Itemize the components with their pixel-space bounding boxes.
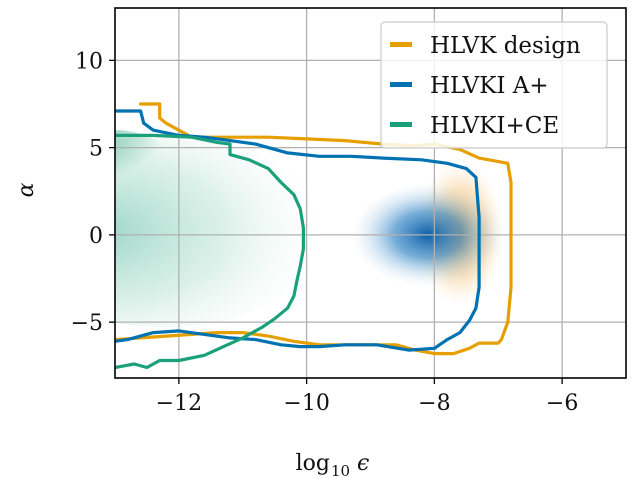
legend-item: HLVKI A+ [390, 73, 549, 99]
y-tick-label: −5 [71, 311, 103, 336]
contour-hlvki-a [115, 109, 481, 352]
x-axis-label-variable: ϵ [357, 451, 369, 476]
legend: HLVK design HLVKI A+ HLVKI+CE [380, 21, 608, 149]
legend-label-hlvki-ce: HLVKI+CE [430, 113, 559, 139]
legend-label-hlvk-design: HLVK design [430, 33, 581, 59]
y-tick-label: 0 [89, 224, 103, 249]
y-tick-label: 5 [89, 137, 103, 162]
x-tick-label: −6 [546, 391, 578, 416]
heatmap-blob-hlvki-ce-corner [115, 130, 167, 183]
legend-swatch-hlvki-ce [390, 122, 412, 127]
x-tick-label: −10 [283, 391, 329, 416]
legend-item: HLVK design [390, 33, 581, 59]
legend-label-hlvki-a-plus: HLVKI A+ [430, 73, 549, 99]
contour-hlvk-design [115, 102, 513, 356]
x-axis-label-main: log [296, 451, 330, 476]
legend-box [380, 21, 608, 149]
legend-swatch-hlvki-a-plus [390, 82, 412, 87]
x-tick-label: −8 [418, 391, 450, 416]
plot-area-frame [114, 7, 627, 379]
legend-swatch-hlvk-design [390, 42, 412, 47]
y-tick-label: 10 [75, 49, 103, 74]
svg-text:10: 10 [331, 462, 350, 478]
contour-layer [115, 102, 513, 370]
x-axis-label-subscript: 10 [331, 462, 350, 478]
contour-hlvki-ce [115, 133, 305, 370]
x-tick-label: −12 [156, 391, 202, 416]
svg-text:log: log [296, 451, 330, 476]
y-axis-label: α [14, 182, 39, 197]
legend-item: HLVKI+CE [390, 113, 559, 139]
heatmap-blob-hlvki-ce [115, 135, 326, 328]
axis-ticks: −12 −10 −8 −6 −5 0 5 10 [71, 49, 579, 416]
x-axis-label: log 10 ϵ [296, 451, 370, 478]
svg-text:ϵ: ϵ [357, 451, 369, 476]
